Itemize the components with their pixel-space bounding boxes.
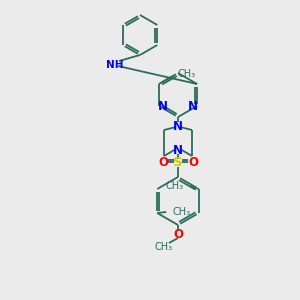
- Text: CH₃: CH₃: [166, 181, 184, 191]
- Text: N: N: [158, 100, 168, 112]
- Text: O: O: [158, 155, 168, 169]
- Text: CH₃: CH₃: [178, 69, 196, 79]
- Text: O: O: [188, 155, 198, 169]
- Text: NH: NH: [106, 60, 124, 70]
- Text: CH₃: CH₃: [172, 207, 190, 217]
- Text: O: O: [173, 229, 183, 242]
- Text: S: S: [173, 157, 183, 169]
- Text: N: N: [173, 119, 183, 133]
- Text: N: N: [173, 145, 183, 158]
- Text: N: N: [188, 100, 198, 112]
- Text: CH₃: CH₃: [155, 242, 173, 252]
